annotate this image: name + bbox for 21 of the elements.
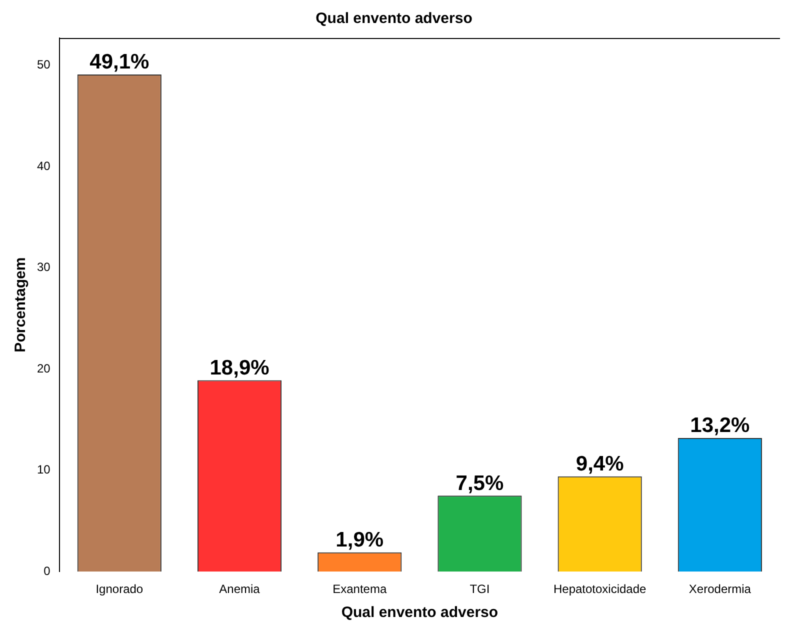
y-axis-title: Porcentagem bbox=[12, 257, 30, 352]
y-tick-label: 30 bbox=[36, 260, 51, 274]
x-axis-title: Qual envento adverso bbox=[341, 604, 498, 622]
x-tick-label: Exantema bbox=[332, 582, 387, 596]
chart-title: Qual envento adverso bbox=[316, 10, 472, 28]
y-tick-label: 0 bbox=[44, 564, 51, 578]
x-tick-label: Anemia bbox=[219, 582, 260, 596]
x-tick-label: Xerodermia bbox=[688, 582, 752, 596]
data-label: 1,9% bbox=[336, 528, 384, 552]
y-tick-label: 20 bbox=[36, 361, 51, 376]
y-tick-label: 50 bbox=[36, 58, 51, 72]
data-label: 7,5% bbox=[456, 472, 504, 495]
data-label: 18,9% bbox=[210, 356, 270, 380]
x-tick-label: TGI bbox=[470, 582, 490, 596]
y-tick-label: 10 bbox=[36, 462, 51, 477]
data-label: 49,1% bbox=[90, 50, 150, 74]
data-label: 13,2% bbox=[690, 414, 750, 438]
x-tick-label: Hepatotoxicidade bbox=[553, 582, 647, 596]
x-tick-label: Ignorado bbox=[96, 582, 144, 596]
y-tick-label: 40 bbox=[36, 158, 51, 173]
data-label: 9,4% bbox=[576, 452, 624, 476]
